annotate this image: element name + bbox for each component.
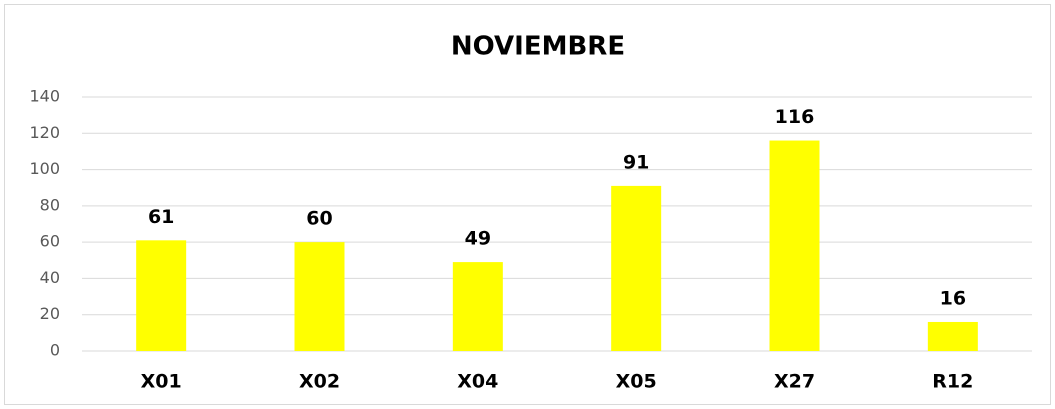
y-tick-label: 60 <box>40 232 60 251</box>
bar <box>769 140 820 351</box>
value-label: 116 <box>775 106 815 128</box>
x-tick-label: X05 <box>616 371 657 393</box>
x-tick-label: X04 <box>457 371 498 393</box>
y-tick-label: 120 <box>29 123 60 142</box>
y-tick-label: 100 <box>29 159 60 178</box>
x-tick-label: R12 <box>932 371 973 393</box>
value-label: 91 <box>623 151 649 173</box>
bar <box>452 262 503 351</box>
x-tick-label: X02 <box>299 371 340 393</box>
value-label: 16 <box>940 287 966 309</box>
bar <box>927 321 978 351</box>
y-tick-label: 140 <box>29 87 60 106</box>
value-label: 61 <box>148 206 174 228</box>
x-tick-label: X01 <box>141 371 182 393</box>
bar <box>294 242 345 351</box>
value-label: 49 <box>465 228 491 250</box>
y-tick-label: 20 <box>40 304 60 323</box>
bar <box>136 240 187 351</box>
y-tick-label: 0 <box>50 341 60 360</box>
x-tick-label: X27 <box>774 371 815 393</box>
value-label: 60 <box>306 208 332 230</box>
y-tick-label: 40 <box>40 268 60 287</box>
chart-title: NOVIEMBRE <box>451 32 625 62</box>
bar <box>611 185 662 351</box>
y-tick-label: 80 <box>40 195 60 214</box>
